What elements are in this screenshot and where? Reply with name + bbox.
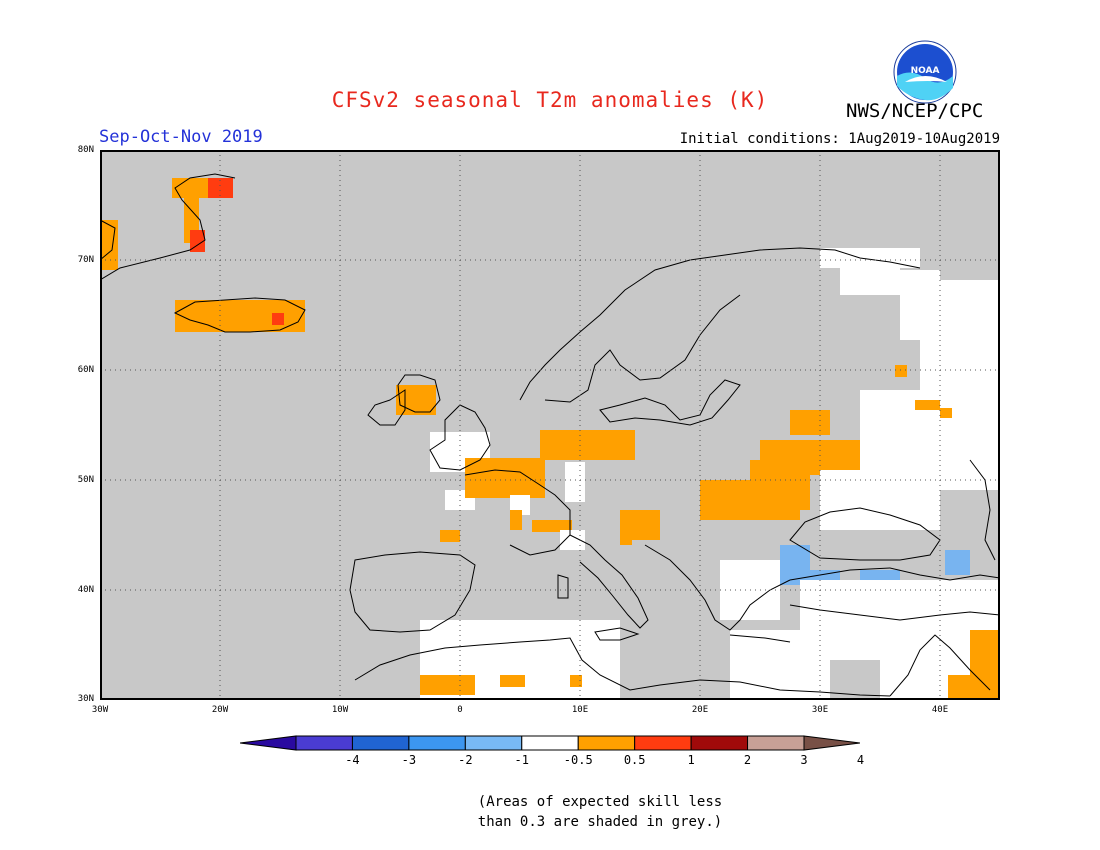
lon-label: 10W	[331, 705, 349, 715]
colorbar-tick-label: -1	[514, 753, 529, 767]
coastlines	[100, 173, 1000, 697]
anomaly-cell	[940, 408, 952, 418]
chart-title: CFSv2 seasonal T2m anomalies (K)	[331, 88, 769, 112]
anomaly-cell	[420, 675, 475, 695]
anomaly-cell	[272, 313, 284, 325]
anomaly-cell	[730, 630, 830, 700]
colorbar-segment	[747, 735, 805, 751]
anomaly-cell	[895, 365, 907, 377]
lat-label: 80N	[77, 145, 94, 155]
colorbar-arrow-low	[240, 735, 297, 751]
colorbar-tick-label: -0.5	[563, 753, 593, 767]
anomaly-cell	[750, 460, 810, 510]
anomaly-cell	[840, 265, 900, 295]
anomaly-cell	[465, 458, 545, 498]
lon-label: 10E	[571, 705, 589, 715]
colorbar-tick-label: 1	[687, 753, 695, 767]
colorbar	[240, 735, 860, 751]
noaa-logo-icon: NOAA	[893, 40, 957, 104]
anomaly-cell	[500, 675, 525, 687]
lon-label: 0	[457, 705, 463, 715]
colorbar-tick-label: -4	[345, 753, 360, 767]
colorbar-segment	[521, 735, 579, 751]
colorbar-tick-label: -2	[458, 753, 473, 767]
anomaly-cell	[190, 230, 205, 252]
initial-conditions-label: Initial conditions: 1Aug2019-10Aug2019	[679, 131, 1000, 147]
lat-label: 30N	[77, 694, 94, 704]
lon-label: 30W	[91, 705, 109, 715]
anomaly-cell	[500, 620, 560, 670]
colorbar-tick-label: 0.5	[623, 753, 646, 767]
colorbar-segment	[577, 735, 636, 751]
colorbar-segment	[295, 735, 353, 751]
anomaly-cell	[570, 675, 582, 687]
lat-label: 60N	[77, 365, 94, 375]
anomaly-cell	[560, 530, 585, 550]
anomaly-cell	[565, 462, 585, 502]
anomaly-cell	[208, 178, 233, 198]
colorbar-segment	[464, 735, 523, 751]
anomaly-cell	[440, 530, 460, 542]
anomaly-map	[100, 150, 1000, 700]
lat-label: 40N	[77, 585, 94, 595]
colorbar-tick-label: 4	[856, 753, 865, 767]
map-border	[100, 150, 1000, 700]
lon-label: 20E	[691, 705, 709, 715]
anomaly-cell	[948, 675, 978, 700]
lat-label: 50N	[77, 475, 94, 485]
colorbar-tick-label: 2	[743, 753, 752, 767]
colorbar-tick-label: 3	[800, 753, 808, 767]
anomaly-cell	[540, 430, 635, 460]
skill-note-line2: than 0.3 are shaded in grey.)	[477, 814, 723, 830]
lon-label: 40E	[931, 705, 949, 715]
colorbar-arrow-high	[803, 735, 860, 751]
colorbar-segment	[408, 735, 466, 751]
graticule	[100, 150, 1000, 700]
colorbar-segment	[690, 735, 749, 751]
lon-label: 30E	[811, 705, 829, 715]
anomaly-cell	[620, 530, 632, 545]
anomaly-cell	[860, 570, 900, 582]
colorbar-segment	[351, 735, 410, 751]
agency-label: NWS/NCEP/CPC	[846, 100, 984, 122]
anomaly-cell	[790, 410, 830, 435]
anomaly-cell	[100, 220, 118, 270]
skill-note-line1: (Areas of expected skill less	[477, 794, 723, 810]
anomaly-cell	[945, 550, 970, 575]
lon-label: 20W	[211, 705, 229, 715]
anomaly-cell	[915, 400, 940, 410]
anomaly-cell	[780, 545, 810, 585]
anomaly-cell	[900, 270, 940, 340]
skill-note: (Areas of expected skill less than 0.3 a…	[420, 792, 780, 832]
anomaly-cell	[532, 520, 572, 532]
colorbar-tick-label: -3	[401, 753, 417, 767]
lat-label: 70N	[77, 255, 94, 265]
logo-text: NOAA	[911, 66, 940, 76]
anomaly-cell	[396, 385, 436, 415]
colorbar-segment	[634, 735, 692, 751]
season-label: Sep-Oct-Nov 2019	[99, 127, 263, 147]
anomaly-cell	[510, 510, 522, 530]
